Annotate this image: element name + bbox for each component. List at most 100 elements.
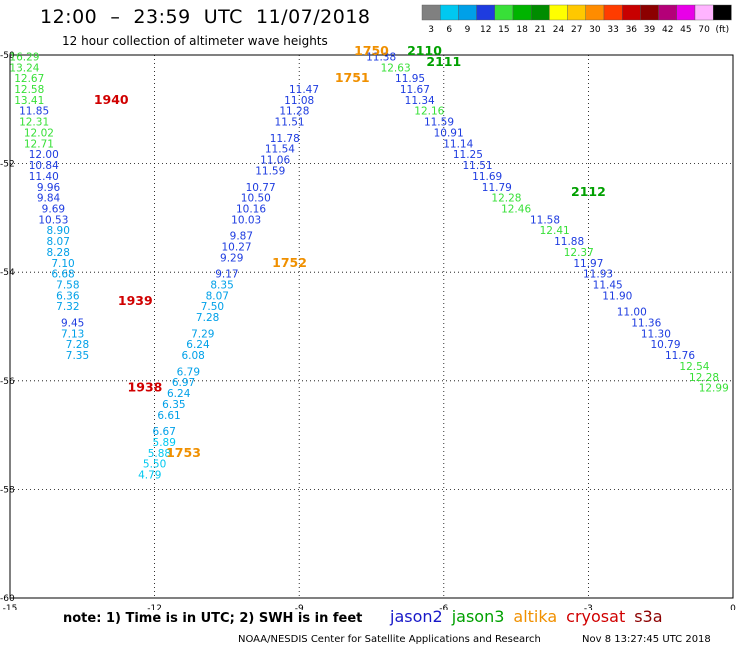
wave-height-label: 12.54 (679, 361, 709, 373)
wave-height-label: 6.08 (181, 350, 204, 362)
satellite-legend: jason2 jason3 altika cryosat s3a (390, 607, 672, 626)
wave-height-label: 9.69 (42, 203, 65, 215)
wave-height-label: 10.03 (231, 214, 261, 226)
wave-height-label: 7.29 (191, 328, 214, 340)
legend-item-cryosat: cryosat (566, 607, 626, 626)
plot-frame (9, 54, 734, 599)
colorbar-tick-label: 15 (498, 25, 509, 35)
wave-height-label: 5.50 (143, 459, 166, 471)
wave-height-label: 11.79 (482, 182, 512, 194)
colorbar-tick-label: (ft) (716, 25, 730, 35)
wave-height-label: 12.58 (14, 84, 44, 96)
wave-height-label: 7.35 (66, 350, 89, 362)
wave-height-label: 10.53 (38, 214, 68, 226)
colorbar-tick-label: 24 (553, 25, 565, 35)
wave-height-label: 12.63 (381, 62, 411, 74)
colorbar-tick-label: 42 (662, 25, 673, 35)
wave-height-label: 10.77 (246, 182, 276, 194)
wave-height-label: 11.51 (275, 117, 305, 129)
colorbar-tick-label: 6 (446, 25, 452, 35)
wave-height-label: 7.50 (201, 301, 224, 313)
wave-height-label: 12.67 (14, 73, 44, 85)
longitude-tick-label: 0 (730, 604, 736, 610)
wave-height-label: 11.59 (424, 117, 454, 129)
wave-height-label: 12.41 (540, 225, 570, 237)
generated-timestamp: Nov 8 13:27:45 UTC 2018 (582, 634, 711, 645)
latitude-tick-label: -60 (0, 594, 15, 604)
wave-height-label: 10.84 (29, 160, 59, 172)
colorbar-tick-label: 33 (607, 25, 618, 35)
wave-height-label: 13.24 (9, 62, 39, 74)
wave-height-label: 5.88 (148, 448, 171, 460)
swh-color-scale: 3 6 9 12 15 18 21 24 27 30 33 36 39 42 45 70 (ft) (421, 4, 732, 35)
latitude-tick-label: -50 (0, 51, 15, 61)
map-title: 12:00 – 23:59 UTC 11/07/2018 (40, 6, 371, 28)
wave-height-label: 6.67 (153, 426, 176, 438)
wave-height-label: 7.58 (56, 279, 79, 291)
colorbar-tick-label: 9 (465, 25, 471, 35)
wave-height-label: 11.06 (260, 155, 290, 167)
longitude-tick-label: -9 (295, 604, 304, 610)
wave-height-label: 11.93 (583, 269, 613, 281)
colorbar-tick-label: 3 (428, 25, 434, 35)
pass-number-label: 1939 (118, 293, 153, 308)
wave-height-label: 11.54 (265, 144, 295, 156)
legend-item-s3a: s3a (634, 607, 663, 626)
wave-height-label: 11.85 (19, 106, 49, 118)
wave-height-label: 11.67 (400, 84, 430, 96)
wave-height-label: 12.28 (491, 193, 521, 205)
latitude-tick-label: -56 (0, 377, 15, 387)
wave-height-label: 11.59 (255, 165, 285, 177)
wave-height-label: 11.00 (617, 307, 647, 319)
wave-height-label: 9.87 (230, 231, 253, 243)
wave-height-label: 9.84 (37, 193, 61, 205)
wave-height-label: 7.13 (61, 328, 84, 340)
colorbar-tick-label: 36 (626, 25, 638, 35)
colorbar-tick-label: 27 (571, 25, 582, 35)
wave-height-label: 11.51 (463, 160, 493, 172)
map-subtitle: 12 hour collection of altimeter wave hei… (62, 34, 328, 48)
credit-line: NOAA/NESDIS Center for Satellite Applica… (238, 634, 541, 645)
wave-height-label: 12.16 (414, 106, 444, 118)
wave-height-label: 11.36 (631, 318, 661, 330)
colorbar-tick-label: 70 (698, 25, 710, 35)
wave-height-label: 7.28 (66, 339, 89, 351)
wave-height-label: 11.76 (665, 350, 695, 362)
pass-number-label: 1753 (166, 445, 201, 460)
legend-item-jason2: jason2 (390, 607, 443, 626)
wave-height-label: 16.29 (9, 51, 39, 63)
wave-height-label: 11.25 (453, 149, 483, 161)
pass-number-label: 1750 (354, 43, 389, 58)
wave-height-label: 11.38 (366, 51, 396, 63)
wave-height-label: 6.79 (177, 366, 200, 378)
pass-number-label: 2110 (407, 43, 442, 58)
wave-height-label: 11.28 (279, 106, 309, 118)
wave-height-label: 11.58 (530, 214, 560, 226)
wave-height-label: 6.97 (172, 377, 195, 389)
wave-height-label: 8.07 (206, 290, 229, 302)
wave-height-label: 9.45 (61, 318, 84, 330)
wave-height-label: 11.97 (573, 258, 603, 270)
wave-height-label: 13.41 (14, 95, 44, 107)
wave-height-label: 7.10 (51, 258, 74, 270)
colorbar-tick-label: 39 (644, 25, 656, 35)
wave-height-label: 8.90 (47, 225, 70, 237)
pass-number-label: 2111 (426, 54, 461, 69)
wave-height-label: 12.28 (689, 372, 719, 384)
colorbar-swatch (713, 4, 732, 21)
wave-height-label: 6.24 (186, 339, 210, 351)
wave-height-label: 12.46 (501, 203, 531, 215)
wave-height-label: 11.78 (270, 133, 300, 145)
colorbar-tick-label: 21 (535, 25, 546, 35)
wave-height-label: 11.95 (395, 73, 425, 85)
wave-height-label: 10.16 (236, 203, 266, 215)
wave-height-label: 9.17 (215, 269, 238, 281)
wave-height-label: 4.79 (138, 470, 161, 482)
wave-height-label: 11.69 (472, 171, 502, 183)
wave-height-label: 12.31 (19, 117, 49, 129)
wave-height-label: 12.02 (24, 127, 54, 139)
wave-height-label: 9.29 (220, 252, 243, 264)
wave-height-label: 11.90 (602, 290, 632, 302)
wave-height-label: 11.88 (554, 236, 584, 248)
colorbar-tick-label: 12 (480, 25, 491, 35)
